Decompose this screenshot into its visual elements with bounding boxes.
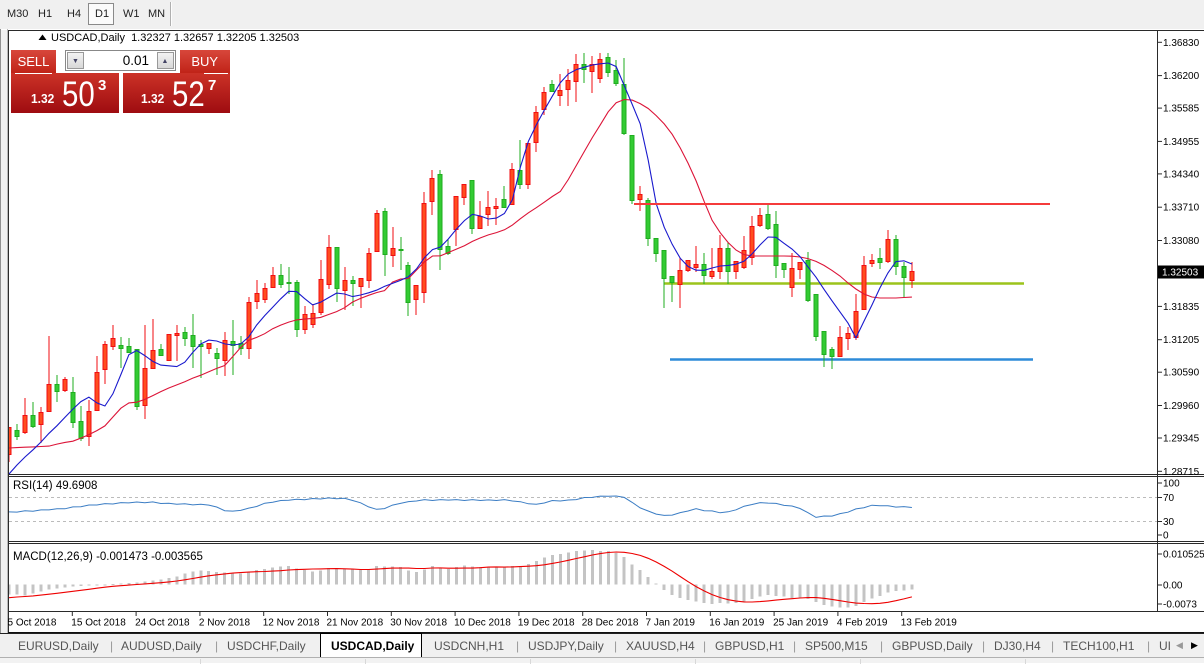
- svg-text:4 Feb 2019: 4 Feb 2019: [837, 618, 888, 629]
- svg-text:1.33080: 1.33080: [1163, 236, 1200, 247]
- svg-text:16 Jan 2019: 16 Jan 2019: [709, 618, 764, 629]
- svg-text:1.34955: 1.34955: [1163, 137, 1200, 148]
- svg-text:30: 30: [1163, 517, 1175, 528]
- svg-text:13 Feb 2019: 13 Feb 2019: [901, 618, 958, 629]
- svg-text:1.31205: 1.31205: [1163, 335, 1200, 346]
- svg-text:15 Oct 2018: 15 Oct 2018: [71, 618, 126, 629]
- svg-text:24 Oct 2018: 24 Oct 2018: [135, 618, 190, 629]
- svg-text:7 Jan 2019: 7 Jan 2019: [646, 618, 696, 629]
- svg-text:1.36830: 1.36830: [1163, 38, 1200, 49]
- svg-text:12 Nov 2018: 12 Nov 2018: [263, 618, 320, 629]
- svg-text:70: 70: [1163, 493, 1175, 504]
- svg-text:0: 0: [1163, 531, 1169, 542]
- svg-text:28 Dec 2018: 28 Dec 2018: [582, 618, 639, 629]
- svg-text:MACD(12,26,9) -0.001473 -0.003: MACD(12,26,9) -0.001473 -0.003565: [13, 551, 203, 563]
- svg-text:1.30590: 1.30590: [1163, 368, 1200, 379]
- svg-text:1.29960: 1.29960: [1163, 401, 1200, 412]
- svg-text:1.29345: 1.29345: [1163, 434, 1200, 445]
- svg-text:1.33710: 1.33710: [1163, 203, 1200, 214]
- svg-text:1.36200: 1.36200: [1163, 71, 1200, 82]
- svg-text:1.35585: 1.35585: [1163, 104, 1200, 115]
- svg-text:0.00: 0.00: [1163, 581, 1183, 592]
- svg-text:USDCAD,Daily 1.32327 1.32657: USDCAD,Daily 1.32327 1.32657 1.32205 1.3…: [51, 32, 299, 44]
- svg-text:21 Nov 2018: 21 Nov 2018: [327, 618, 384, 629]
- svg-text:30 Nov 2018: 30 Nov 2018: [390, 618, 447, 629]
- svg-text:100: 100: [1163, 479, 1180, 490]
- svg-text:5 Oct 2018: 5 Oct 2018: [8, 618, 57, 629]
- svg-text:RSI(14) 49.6908: RSI(14) 49.6908: [13, 480, 97, 492]
- svg-text:1.28715: 1.28715: [1163, 467, 1200, 478]
- svg-text:10 Dec 2018: 10 Dec 2018: [454, 618, 511, 629]
- svg-text:25 Jan 2019: 25 Jan 2019: [773, 618, 828, 629]
- svg-text:19 Dec 2018: 19 Dec 2018: [518, 618, 575, 629]
- svg-text:1.31835: 1.31835: [1163, 302, 1200, 313]
- svg-text:-0.0073: -0.0073: [1163, 600, 1197, 611]
- svg-text:0.010525: 0.010525: [1163, 550, 1204, 561]
- svg-text:2 Nov 2018: 2 Nov 2018: [199, 618, 251, 629]
- svg-text:1.34340: 1.34340: [1163, 169, 1200, 180]
- svg-text:1.32503: 1.32503: [1162, 268, 1199, 279]
